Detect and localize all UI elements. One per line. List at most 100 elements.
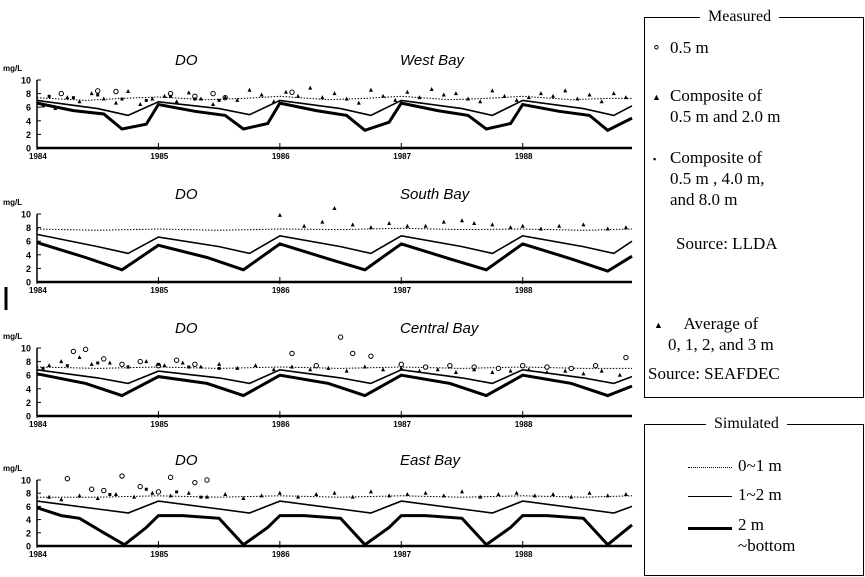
triangle-point	[490, 222, 495, 227]
square-point	[47, 94, 51, 98]
y-tick-label: 4	[26, 250, 31, 260]
triangle-point	[605, 226, 610, 231]
triangle-point	[399, 365, 404, 370]
triangle-point	[551, 492, 556, 497]
triangle-point	[186, 90, 191, 95]
x-tick-label: 1988	[515, 286, 533, 295]
y-tick-label: 10	[21, 476, 31, 486]
triangle-point	[77, 99, 82, 104]
triangle-point	[563, 368, 568, 373]
triangle-point	[460, 489, 464, 494]
triangle-point	[381, 93, 386, 98]
y-axis-label: mg/L	[3, 464, 22, 473]
triangle-point	[198, 96, 203, 101]
square-point	[199, 495, 203, 499]
circle-point	[137, 358, 143, 365]
triangle-point	[253, 363, 258, 368]
source-llda: Source: LLDA	[676, 234, 778, 253]
triangle-point	[344, 96, 349, 101]
circle-point	[101, 356, 107, 362]
triangle-point	[490, 369, 495, 374]
y-tick-label: 6	[26, 237, 31, 247]
circle-point	[95, 88, 101, 94]
triangle-point	[162, 363, 167, 368]
simulated-item-0: 0~1 m	[738, 456, 782, 475]
triangle-point	[441, 219, 446, 224]
triangle-point	[101, 96, 106, 101]
thin-line-sample	[688, 496, 732, 497]
triangle-point	[259, 92, 264, 97]
x-tick-label: 1985	[150, 286, 168, 295]
circle-point	[337, 334, 344, 340]
series-line	[36, 101, 633, 133]
triangle-point	[496, 492, 501, 497]
square-point	[71, 96, 75, 100]
measured-item-0: 0.5 m	[670, 38, 709, 57]
panel-subtitle: West Bay	[400, 52, 465, 69]
x-tick-label: 1985	[150, 550, 168, 559]
triangle-point	[277, 490, 282, 495]
circle-point	[113, 88, 119, 95]
triangle-point	[241, 495, 246, 500]
x-tick-label: 1986	[272, 420, 290, 429]
triangle-point	[362, 364, 367, 369]
y-tick-label: 8	[26, 489, 31, 499]
triangle-point	[53, 106, 58, 111]
x-tick-label: 1988	[515, 152, 533, 161]
circle-marker-icon: ∘	[652, 40, 661, 55]
triangle-point	[302, 223, 307, 228]
triangle-point	[429, 87, 434, 92]
x-tick-label: 1984	[29, 550, 47, 559]
triangle-point	[247, 87, 252, 92]
triangle-point	[508, 225, 513, 230]
triangle-point	[356, 100, 361, 105]
triangle-point	[453, 369, 458, 374]
circle-point	[88, 486, 95, 492]
y-tick-label: 4	[26, 116, 31, 126]
triangle-point	[490, 88, 495, 93]
y-tick-label: 2	[26, 398, 31, 408]
series-line	[36, 99, 633, 117]
triangle-point	[283, 89, 288, 94]
series-line	[36, 372, 633, 398]
triangle-point	[599, 99, 604, 104]
triangle-point	[77, 355, 82, 360]
y-tick-label: 8	[26, 89, 31, 99]
triangle-point	[368, 489, 373, 494]
triangle-point	[107, 360, 112, 365]
circle-point	[70, 348, 77, 355]
circle-point	[82, 346, 89, 353]
triangle-point	[41, 103, 46, 108]
triangle-point	[132, 494, 137, 499]
circle-point	[495, 365, 502, 372]
triangle-point	[611, 91, 616, 96]
simulated-legend-title: Simulated	[706, 415, 787, 433]
y-axis-label: mg/L	[3, 64, 22, 73]
triangle-point	[296, 494, 301, 499]
triangle-point	[332, 490, 337, 495]
y-axis-label: mg/L	[3, 198, 22, 207]
triangle-point	[350, 494, 355, 499]
triangle-point	[387, 493, 392, 498]
triangle-point	[623, 95, 628, 100]
triangle-point	[332, 206, 337, 211]
x-tick-label: 1986	[272, 550, 290, 559]
triangle-point	[277, 212, 282, 217]
y-tick-label: 0	[26, 542, 31, 552]
x-tick-label: 1986	[272, 286, 290, 295]
y-tick-label: 6	[26, 502, 31, 512]
x-tick-label: 1984	[29, 420, 47, 429]
triangle-point	[423, 223, 428, 228]
triangle-point	[441, 92, 446, 97]
panel-title: DO	[175, 52, 198, 69]
triangle-point	[259, 493, 264, 498]
triangle-point	[113, 492, 118, 497]
y-tick-label: 0	[26, 144, 31, 154]
panel-title: DO	[175, 320, 198, 337]
series-line	[36, 506, 633, 547]
triangle-point	[478, 494, 483, 499]
triangle-point	[89, 91, 94, 96]
y-tick-label: 10	[21, 344, 31, 354]
triangle-point	[587, 490, 592, 495]
triangle-point	[150, 490, 155, 495]
